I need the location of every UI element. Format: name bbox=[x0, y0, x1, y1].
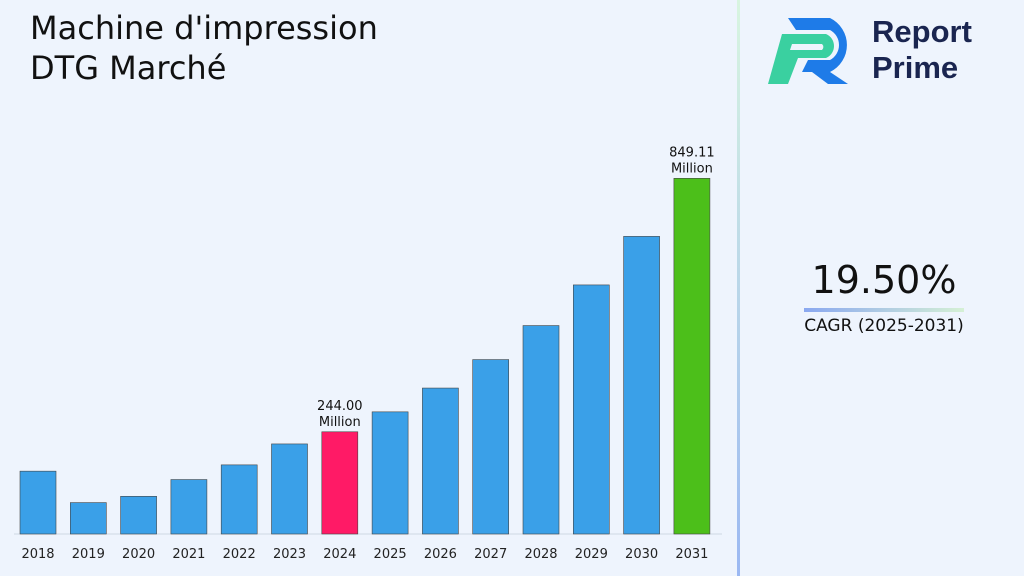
bar-2030 bbox=[623, 236, 660, 535]
x-tick-label: 2020 bbox=[122, 547, 155, 562]
bar-2027 bbox=[472, 359, 510, 535]
bar-2023 bbox=[271, 443, 308, 535]
bar-2022 bbox=[220, 464, 258, 535]
data-label-value: 849.11 bbox=[669, 145, 715, 160]
x-tick-label: 2018 bbox=[21, 547, 54, 562]
report-prime-logo-icon bbox=[768, 18, 848, 84]
bar-2031 bbox=[673, 178, 711, 535]
bar-2020 bbox=[120, 495, 157, 535]
x-tick-label: 2026 bbox=[424, 547, 457, 562]
data-label-unit: Million bbox=[319, 415, 361, 430]
title-line-1: Machine d'impression bbox=[30, 9, 378, 47]
bar-2019 bbox=[70, 502, 107, 535]
x-tick-label: 2023 bbox=[273, 547, 306, 562]
logo-line-1: Report bbox=[872, 14, 972, 49]
bar-chart: 2018 2019 2020 2021 2022 2023 2024244.00Millio… bbox=[14, 145, 722, 562]
bar-2018 bbox=[19, 470, 57, 535]
bar-2025 bbox=[371, 411, 409, 535]
bar-2021 bbox=[170, 479, 208, 535]
x-tick-label: 2031 bbox=[675, 547, 708, 562]
title-line-2: DTG Marché bbox=[30, 49, 227, 87]
cagr-value: 19.50% bbox=[811, 258, 957, 302]
x-tick-label: 2021 bbox=[172, 547, 205, 562]
x-tick-label: 2025 bbox=[374, 547, 407, 562]
x-tick-label: 2022 bbox=[223, 547, 256, 562]
data-label-unit: Million bbox=[671, 161, 713, 176]
logo-text: Report Prime bbox=[872, 14, 972, 86]
data-label-value: 244.00 bbox=[317, 399, 363, 414]
divider bbox=[737, 0, 740, 576]
cagr-label: CAGR (2025-2031) bbox=[804, 316, 964, 336]
x-tick-label: 2030 bbox=[625, 547, 658, 562]
chart-title: Machine d'impression DTG Marché bbox=[30, 8, 378, 88]
cagr-underline bbox=[804, 308, 964, 312]
x-tick-label: 2019 bbox=[72, 547, 105, 562]
x-tick-label: 2024 bbox=[323, 547, 356, 562]
x-tick-label: 2029 bbox=[575, 547, 608, 562]
bar-2024 bbox=[321, 431, 359, 535]
x-tick-label: 2028 bbox=[524, 547, 557, 562]
bar-2028 bbox=[522, 325, 560, 535]
x-tick-label: 2027 bbox=[474, 547, 507, 562]
bar-2026 bbox=[422, 387, 459, 535]
logo-line-2: Prime bbox=[872, 50, 959, 85]
bar-2029 bbox=[572, 284, 610, 535]
